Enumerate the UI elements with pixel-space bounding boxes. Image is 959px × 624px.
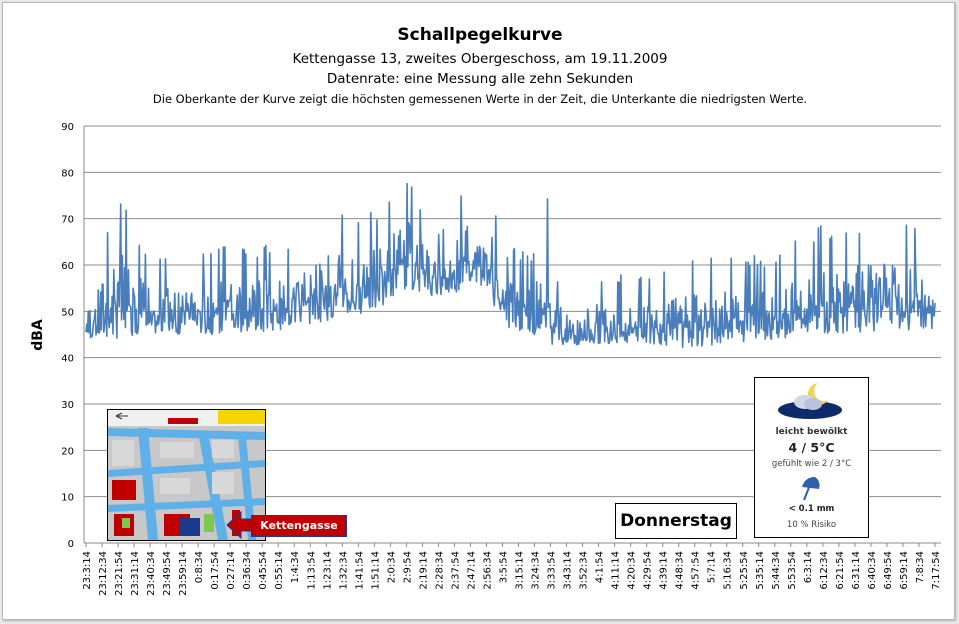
x-tick-label: 5:16:34 xyxy=(723,551,734,590)
x-tick-label: 0:17:54 xyxy=(210,551,221,590)
weather-box: leicht bewölkt 4 / 5°C gefühlt wie 2 / 3… xyxy=(754,377,869,538)
x-tick-label: 23:21:54 xyxy=(114,551,125,596)
x-tick-label: 4:48:34 xyxy=(675,551,686,590)
x-tick-label: 6:49:54 xyxy=(883,551,894,590)
weather-temperature: 4 / 5°C xyxy=(788,440,835,455)
weather-risk: 10 % Risiko xyxy=(786,520,837,530)
y-tick-label: 30 xyxy=(61,400,74,411)
chart-note: Die Oberkante der Kurve zeigt die höchst… xyxy=(153,92,807,106)
y-tick-label: 10 xyxy=(61,493,74,504)
x-tick-label: 6:12:34 xyxy=(819,551,830,590)
chart-title: Schallpegelkurve xyxy=(397,25,562,45)
x-tick-label: 3:33:54 xyxy=(547,551,558,590)
y-tick-label: 70 xyxy=(61,215,74,226)
moon-cloud-icon xyxy=(778,381,842,419)
x-tick-label: 6:21:54 xyxy=(835,551,846,590)
x-tick-label: 23:3:14 xyxy=(82,551,93,590)
x-tick-label: 2:9:54 xyxy=(402,551,413,583)
x-tick-label: 5:44:34 xyxy=(771,551,782,590)
x-tick-label: 4:11:14 xyxy=(611,551,622,590)
map-pointer-arrow-icon xyxy=(226,510,255,540)
x-tick-label: 23:31:14 xyxy=(130,551,141,596)
y-tick-label: 50 xyxy=(61,307,74,318)
x-tick-label: 5:7:14 xyxy=(707,551,718,583)
x-tick-label: 6:31:14 xyxy=(851,551,862,590)
x-tick-labels: 23:3:14 23:12:34 23:21:54 23:31:14 23:40:34 2… xyxy=(82,551,942,596)
umbrella-icon xyxy=(802,477,820,501)
weather-rain: < 0.1 mm xyxy=(788,504,835,514)
x-tick-label: 0:8:34 xyxy=(194,551,205,583)
x-tick-label: 4:39:14 xyxy=(659,551,670,590)
x-tick-label: 6:3:14 xyxy=(803,551,814,583)
x-tick-label: 1:23:14 xyxy=(322,551,333,590)
weather-feels-like: gefühlt wie 2 / 3°C xyxy=(771,459,852,469)
x-tick-label: 5:53:54 xyxy=(787,551,798,590)
x-tick-label: 3:43:14 xyxy=(563,551,574,590)
series-group xyxy=(85,182,936,349)
chart-subtitle-1: Kettengasse 13, zweites Obergeschoss, am… xyxy=(293,51,668,67)
x-tick-label: 1:4:34 xyxy=(290,551,301,583)
x-tick-label: 4:20:34 xyxy=(627,551,638,590)
x-tick-label: 1:51:14 xyxy=(370,551,381,590)
x-tick-label: 0:45:54 xyxy=(258,551,269,590)
x-tick-label: 3:24:34 xyxy=(531,551,542,590)
x-tick-label: 7:8:34 xyxy=(915,551,926,583)
y-tick-label: 80 xyxy=(61,168,74,179)
x-tick-label: 0:55:14 xyxy=(274,551,285,590)
x-tick-label: 0:27:14 xyxy=(226,551,237,590)
map-label: Kettengasse xyxy=(251,515,347,537)
x-tick-label: 3:52:34 xyxy=(579,551,590,590)
day-label: Donnerstag xyxy=(615,503,737,539)
x-tick-label: 2:28:34 xyxy=(434,551,445,590)
x-tick-label: 2:56:34 xyxy=(482,551,493,590)
x-tick-label: 23:40:34 xyxy=(146,551,157,596)
y-axis-label: dBA xyxy=(30,319,46,351)
x-tick-label: 3:15:14 xyxy=(515,551,526,590)
x-tick-label: 5:25:54 xyxy=(739,551,750,590)
x-tick-label: 2:37:54 xyxy=(450,551,461,590)
x-tick-label: 5:35:14 xyxy=(755,551,766,590)
x-tick-label: 23:12:34 xyxy=(98,551,109,596)
x-tick-label: 2:47:14 xyxy=(466,551,477,590)
x-tick-label: 1:13:54 xyxy=(306,551,317,590)
x-tick-label: 3:5:54 xyxy=(498,551,509,583)
y-tick-label: 0 xyxy=(68,539,74,550)
x-tick-label: 4:1:54 xyxy=(595,551,606,583)
x-tick-label: 1:32:34 xyxy=(338,551,349,590)
x-tick-label: 2:0:34 xyxy=(386,551,397,583)
x-tick-label: 23:59:14 xyxy=(178,551,189,596)
x-tick-label: 23:49:54 xyxy=(162,551,173,596)
chart-subtitle-2: Datenrate: eine Messung alle zehn Sekund… xyxy=(327,71,633,87)
y-tick-label: 20 xyxy=(61,446,74,457)
weather-description: leicht bewölkt xyxy=(775,427,848,437)
y-tick-labels: 0 10 20 30 40 50 60 70 80 90 xyxy=(61,122,74,550)
x-tick-label: 1:41:54 xyxy=(354,551,365,590)
x-tick-label: 0:36:34 xyxy=(242,551,253,590)
x-tick-label: 7:17:54 xyxy=(931,551,942,590)
y-tick-label: 60 xyxy=(61,261,74,272)
y-tick-label: 90 xyxy=(61,122,74,133)
x-tick-label: 4:57:54 xyxy=(691,551,702,590)
series-line xyxy=(85,182,936,349)
x-tick-label: 4:29:54 xyxy=(643,551,654,590)
x-tick-label: 6:40:34 xyxy=(867,551,878,590)
x-tick-label: 6:59:14 xyxy=(899,551,910,590)
y-tick-label: 40 xyxy=(61,354,74,365)
x-tick-label: 2:19:14 xyxy=(418,551,429,590)
